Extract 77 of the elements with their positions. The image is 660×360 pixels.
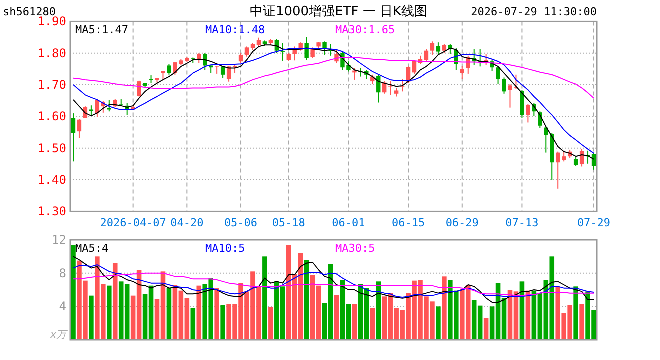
bar — [196, 286, 202, 340]
chart-title: 中证1000增强ETF 一 日K线图 — [250, 4, 428, 20]
bar — [304, 260, 310, 340]
candlestick — [580, 148, 584, 168]
bar — [574, 286, 578, 340]
x-tick-label: 06-15 — [392, 216, 426, 230]
candlestick — [430, 41, 435, 56]
x-tick-label: 06-01 — [332, 216, 366, 230]
bar — [214, 288, 220, 340]
bar — [484, 318, 489, 340]
candlestick — [556, 151, 560, 190]
candlestick — [388, 81, 393, 96]
bar — [376, 282, 382, 340]
candlestick — [220, 66, 226, 79]
y-tick-label: 1.30 — [38, 204, 66, 219]
text: MA30:5 — [336, 242, 376, 255]
candlestick — [167, 64, 172, 76]
candlestick — [442, 44, 447, 54]
candlestick — [77, 118, 82, 139]
x-tick-label: 04-20 — [170, 216, 204, 230]
bar — [220, 305, 226, 340]
candlestick — [244, 46, 250, 58]
series-label: MA10:1.48 — [206, 24, 266, 37]
y-tick-label: 4 — [59, 300, 66, 314]
bar — [580, 304, 584, 340]
series-label: MA5:4 — [76, 242, 109, 255]
candlestick — [400, 78, 405, 92]
y-tick-label: 1.70 — [38, 78, 66, 92]
candlestick — [89, 105, 94, 116]
candlestick — [496, 66, 500, 85]
y-axis-title: x万 — [50, 330, 68, 341]
candlestick — [322, 41, 327, 56]
line-series — [72, 264, 595, 298]
candlestick — [304, 36, 309, 61]
x-tick-label: 2026-04-07 — [100, 216, 166, 230]
candlestick — [526, 104, 530, 124]
bar — [352, 304, 358, 340]
x-tick-label: 07-13 — [506, 216, 539, 230]
y-tick-label: 1.60 — [38, 110, 66, 124]
bar — [268, 308, 274, 340]
y-tick-label: 8 — [59, 266, 66, 280]
candlestick — [280, 42, 285, 62]
bar — [334, 295, 340, 340]
candlestick — [238, 52, 244, 64]
bar — [71, 245, 76, 340]
y-tick-label: 1.50 — [38, 141, 66, 156]
y-tick-label: 1.40 — [38, 173, 66, 188]
candlestick — [562, 150, 566, 162]
candlestick — [137, 80, 142, 98]
x-tick-label: 06-29 — [446, 216, 479, 230]
y-tick-label: 1.80 — [38, 46, 66, 60]
bar — [190, 308, 196, 340]
candlestick — [424, 48, 429, 62]
series-label: MA30:1.65 — [336, 24, 396, 37]
x-tick-label: 07-29 — [577, 216, 611, 230]
x-tick-label: 05-18 — [272, 216, 306, 230]
y-tick-label: 1.90 — [38, 14, 66, 29]
candlestick — [436, 42, 441, 56]
candlestick — [502, 77, 506, 94]
bar — [436, 306, 441, 340]
text: MA10:5 — [206, 242, 246, 255]
bar — [166, 288, 172, 340]
line-series — [72, 256, 595, 303]
candlestick — [412, 60, 417, 74]
bar — [112, 263, 118, 340]
bar — [89, 296, 94, 340]
bar — [370, 308, 376, 340]
text: MA5:1.47 — [76, 24, 128, 37]
bar — [106, 286, 112, 340]
candlestick — [71, 113, 76, 162]
y-tick-label: 12 — [52, 233, 66, 247]
x-tick-label: 05-06 — [224, 216, 258, 230]
candlestick — [460, 66, 464, 80]
chart-subtitle: 2026-07-29 11:30:00 — [471, 6, 597, 19]
bar — [262, 256, 268, 340]
bar — [442, 276, 447, 340]
line-series — [72, 272, 595, 296]
